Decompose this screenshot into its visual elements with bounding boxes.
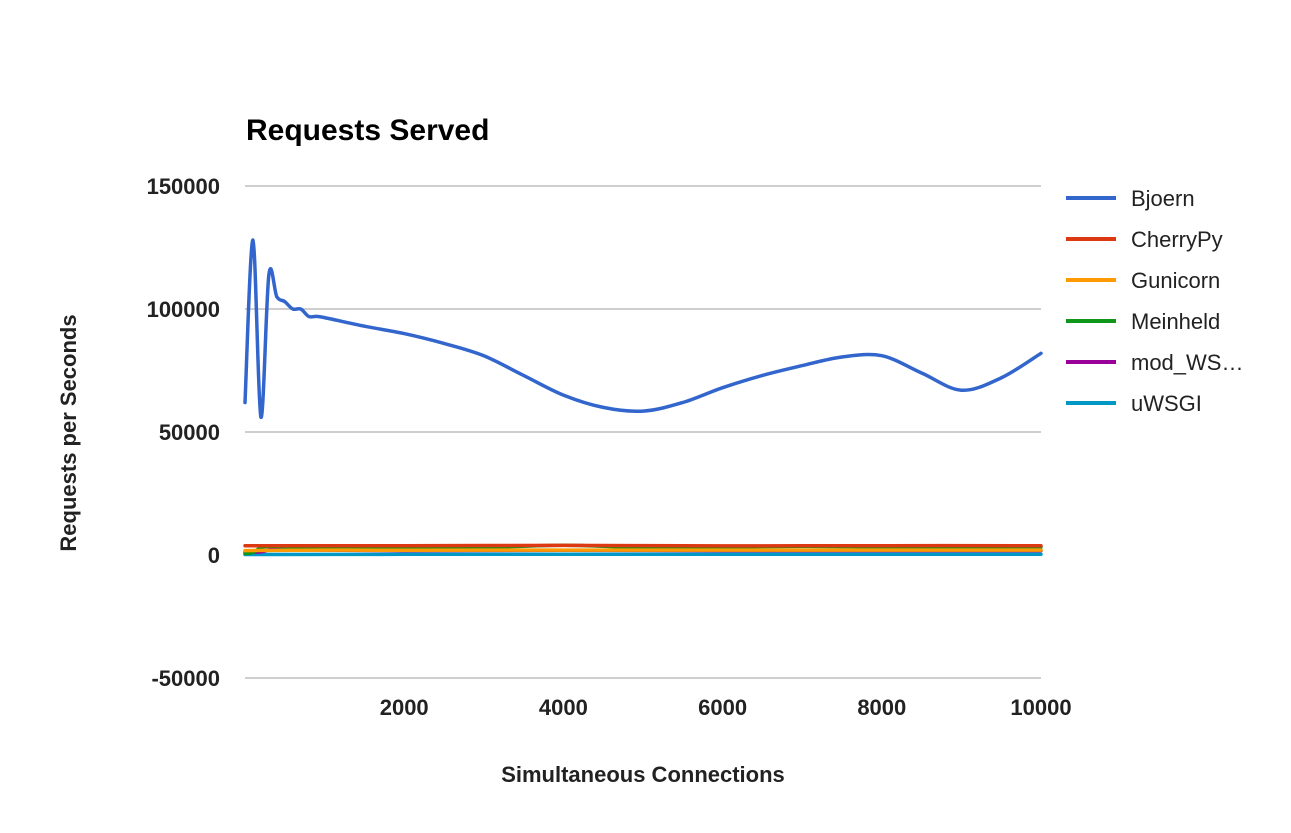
series-layer	[243, 238, 1043, 557]
grid-layer	[245, 185, 1041, 679]
legend-item-bjoern[interactable]: Bjoern	[1066, 186, 1195, 211]
legend-label: Bjoern	[1131, 186, 1195, 211]
legend-label: mod_WS…	[1131, 350, 1243, 375]
x-tick-label: 4000	[539, 695, 588, 720]
y-axis-ticks: 150000 100000 50000 0 -50000	[147, 174, 220, 691]
legend-label: Gunicorn	[1131, 268, 1220, 293]
series-line-bjoern	[243, 238, 1043, 419]
series-line-gunicorn	[243, 548, 1043, 553]
x-tick-label: 6000	[698, 695, 747, 720]
x-tick-label: 10000	[1010, 695, 1071, 720]
y-axis-label: Requests per Seconds	[56, 314, 81, 551]
x-axis-label: Simultaneous Connections	[501, 762, 785, 787]
y-tick-label: 150000	[147, 174, 220, 199]
series-line-cherrypy	[243, 543, 1043, 548]
x-tick-label: 8000	[857, 695, 906, 720]
legend-item-mod-ws[interactable]: mod_WS…	[1066, 350, 1243, 375]
legend-label: uWSGI	[1131, 391, 1202, 416]
y-tick-label: 50000	[159, 420, 220, 445]
x-tick-label: 2000	[380, 695, 429, 720]
legend-label: Meinheld	[1131, 309, 1220, 334]
legend-item-gunicorn[interactable]: Gunicorn	[1066, 268, 1220, 293]
legend-item-uwsgi[interactable]: uWSGI	[1066, 391, 1202, 416]
legend: Bjoern CherryPy Gunicorn Meinheld mod_WS… uWS…	[1066, 186, 1243, 416]
legend-label: CherryPy	[1131, 227, 1223, 252]
legend-item-meinheld[interactable]: Meinheld	[1066, 309, 1220, 334]
legend-item-cherrypy[interactable]: CherryPy	[1066, 227, 1223, 252]
y-tick-label: -50000	[151, 666, 220, 691]
y-tick-label: 0	[208, 543, 220, 568]
y-tick-label: 100000	[147, 297, 220, 322]
x-axis-ticks: 2000 4000 6000 8000 10000	[380, 695, 1072, 720]
chart-title: Requests Served	[246, 114, 489, 147]
